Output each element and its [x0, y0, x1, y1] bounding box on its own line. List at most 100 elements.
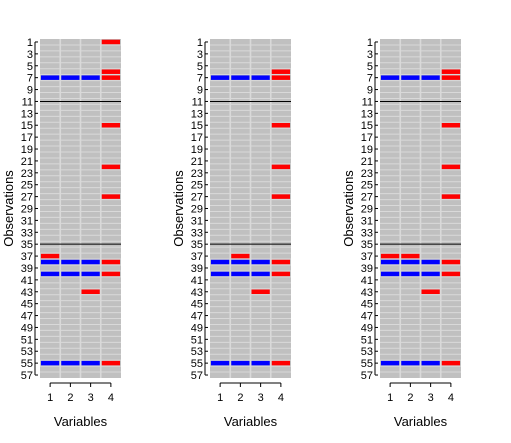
y-tick-label: 51 — [361, 334, 373, 346]
cell-mark — [271, 69, 290, 74]
y-tick-label: 23 — [191, 168, 203, 180]
y-tick-label: 53 — [21, 346, 33, 358]
y-tick-label: 55 — [361, 358, 373, 370]
cell-mark — [61, 271, 80, 277]
cell-mark — [421, 289, 440, 295]
y-tick-label: 47 — [191, 311, 203, 323]
y-tick-label: 31 — [21, 215, 33, 227]
cell-mark — [81, 259, 100, 265]
y-tick-label: 37 — [191, 251, 203, 263]
cell-mark — [421, 259, 440, 265]
cell-mark — [421, 271, 440, 277]
chart-panel-3: 1357911131517192123252729313335373941434… — [341, 37, 461, 429]
cell-mark — [441, 194, 460, 199]
x-tick-label: 4 — [108, 392, 114, 404]
y-tick-label: 57 — [361, 370, 373, 382]
cell-mark — [381, 360, 400, 366]
cell-mark — [401, 259, 420, 265]
cell-mark — [61, 75, 80, 80]
y-tick-label: 1 — [197, 37, 203, 49]
y-tick-label: 7 — [367, 73, 373, 85]
y-tick-label: 29 — [191, 204, 203, 216]
y-tick-label: 39 — [361, 263, 373, 275]
x-tick-label: 2 — [67, 392, 73, 404]
cell-mark — [41, 259, 60, 265]
cell-mark — [81, 360, 100, 366]
cell-mark — [421, 360, 440, 366]
cell-mark — [441, 259, 460, 265]
y-tick-label: 27 — [21, 192, 33, 204]
y-tick-label: 41 — [21, 275, 33, 287]
y-tick-label: 49 — [21, 322, 33, 334]
y-tick-label: 41 — [191, 275, 203, 287]
cell-mark — [441, 164, 460, 170]
y-tick-label: 49 — [191, 322, 203, 334]
cell-mark — [231, 271, 250, 277]
cell-mark — [381, 253, 400, 259]
y-tick-label: 3 — [197, 49, 203, 61]
y-tick-label: 47 — [361, 311, 373, 323]
y-tick-label: 27 — [361, 192, 373, 204]
cell-mark — [401, 253, 420, 259]
y-tick-label: 55 — [191, 358, 203, 370]
cell-mark — [101, 75, 120, 80]
y-tick-label: 15 — [191, 120, 203, 132]
cell-mark — [231, 360, 250, 366]
y-tick-label: 43 — [361, 287, 373, 299]
x-tick-label: 3 — [428, 392, 434, 404]
y-tick-label: 45 — [191, 299, 203, 311]
cell-mark — [101, 194, 120, 199]
cell-mark — [231, 253, 250, 259]
cell-mark — [381, 271, 400, 277]
y-tick-label: 23 — [21, 168, 33, 180]
y-tick-label: 1 — [27, 37, 33, 49]
y-tick-label: 9 — [197, 85, 203, 97]
y-tick-label: 35 — [21, 239, 33, 251]
y-tick-label: 23 — [361, 168, 373, 180]
x-tick-label: 3 — [258, 392, 264, 404]
y-tick-label: 17 — [361, 132, 373, 144]
x-tick-label: 4 — [448, 392, 454, 404]
cell-mark — [101, 164, 120, 170]
y-tick-label: 57 — [191, 370, 203, 382]
y-tick-label: 9 — [367, 85, 373, 97]
cell-mark — [101, 39, 120, 45]
chart-panel-2: 1357911131517192123252729313335373941434… — [171, 37, 291, 429]
x-tick-label: 1 — [47, 392, 53, 404]
cell-mark — [211, 271, 230, 277]
chart-panel-1: 1357911131517192123252729313335373941434… — [1, 37, 121, 429]
y-tick-label: 11 — [22, 96, 33, 108]
cell-mark — [101, 271, 120, 277]
y-tick-label: 41 — [361, 275, 373, 287]
y-tick-label: 39 — [21, 263, 33, 275]
y-tick-label: 21 — [191, 156, 203, 168]
y-tick-label: 29 — [361, 204, 373, 216]
y-tick-label: 35 — [191, 239, 203, 251]
cell-mark — [251, 271, 270, 277]
cell-mark — [41, 253, 60, 259]
y-tick-label: 53 — [191, 346, 203, 358]
cell-mark — [231, 75, 250, 80]
cell-mark — [421, 75, 440, 80]
y-tick-label: 57 — [21, 370, 33, 382]
cell-mark — [271, 271, 290, 277]
cell-mark — [441, 75, 460, 80]
y-tick-label: 9 — [27, 85, 33, 97]
y-tick-label: 51 — [191, 334, 203, 346]
y-tick-label: 11 — [192, 96, 203, 108]
y-tick-label: 3 — [27, 49, 33, 61]
y-tick-label: 17 — [21, 132, 33, 144]
cell-mark — [251, 259, 270, 265]
y-tick-label: 3 — [367, 49, 373, 61]
cell-mark — [41, 75, 60, 80]
cell-mark — [61, 259, 80, 265]
cell-mark — [271, 164, 290, 170]
cell-mark — [231, 259, 250, 265]
x-tick-label: 2 — [237, 392, 243, 404]
cell-mark — [101, 360, 120, 366]
y-tick-label: 27 — [191, 192, 203, 204]
y-axis-title: Observations — [341, 170, 356, 247]
x-axis-title: Variables — [54, 414, 108, 429]
